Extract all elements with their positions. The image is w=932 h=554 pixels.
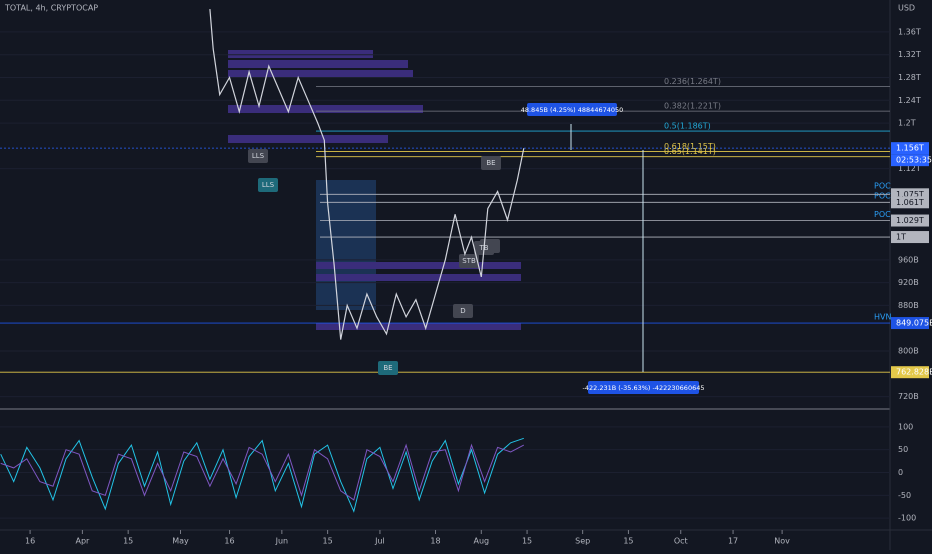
price-badge <box>891 317 929 330</box>
marker-box <box>453 304 473 318</box>
measure-label: -422.231B (-35.63%) -422230660645 <box>583 384 705 392</box>
marker-box <box>378 361 398 375</box>
y-tick-label: -50 <box>898 491 911 500</box>
level-tag: HVN <box>874 312 891 321</box>
fib-label: 0.382(1.221T) <box>664 102 721 111</box>
marker-box <box>248 149 268 163</box>
price-badge <box>891 142 929 155</box>
y-tick-label: 720B <box>898 392 919 401</box>
y-tick-label: 960B <box>898 255 919 264</box>
y-tick-label: 800B <box>898 347 919 356</box>
series-line <box>209 9 525 340</box>
price-badge-label: 1T <box>896 233 906 242</box>
price-badge-label: 1.061T <box>896 198 924 207</box>
x-tick-label: Oct <box>674 537 688 546</box>
y-tick-label: 1.12T <box>898 164 921 173</box>
marker-label: BE <box>486 159 495 167</box>
marker-label: D <box>460 307 465 315</box>
level-tag: POC <box>874 192 891 201</box>
y-tick-label: 1.28T <box>898 73 921 82</box>
x-tick-label: Sep <box>575 537 590 546</box>
y-tick-label: 100 <box>898 422 913 431</box>
x-tick-label: Aug <box>473 537 489 546</box>
x-tick-label: 16 <box>25 537 35 546</box>
marker-box <box>258 178 278 192</box>
x-tick-label: 15 <box>323 537 333 546</box>
series-line <box>0 443 525 501</box>
x-tick-label: 15 <box>623 537 633 546</box>
x-tick-label: 15 <box>123 537 133 546</box>
x-tick-label: 17 <box>728 537 738 546</box>
price-badge <box>891 196 929 209</box>
x-tick-label: Jul <box>374 537 385 546</box>
price-badge <box>891 214 929 227</box>
y-tick-label: 1.2T <box>898 119 916 128</box>
fib-label: 0.5(1.186T) <box>664 122 711 131</box>
y-tick-label: 880B <box>898 301 919 310</box>
marker-label: STB <box>462 257 476 265</box>
x-tick-label: Nov <box>774 537 790 546</box>
marker-label: LLS <box>252 152 265 160</box>
marker-label: BE <box>383 364 392 372</box>
fib-label: 0.65(1.141T) <box>664 147 716 156</box>
x-tick-label: 16 <box>224 537 234 546</box>
level-tag: POC <box>874 181 891 190</box>
y-tick-label: 1.36T <box>898 27 921 36</box>
price-badge-label: 1.075T <box>896 190 924 199</box>
x-tick-label: May <box>172 537 189 546</box>
measure-box <box>588 381 699 394</box>
marker-box <box>459 254 479 268</box>
marker-label: LLS <box>262 181 275 189</box>
y-tick-label: 920B <box>898 278 919 287</box>
countdown-badge <box>891 154 929 167</box>
price-badge-label: 1.029T <box>896 216 924 225</box>
series-line <box>0 437 524 513</box>
y-tick-label: 1.24T <box>898 96 921 105</box>
fib-label: 0.618(1.15T) <box>664 142 716 151</box>
volume-profile <box>228 50 521 330</box>
price-badge-label: 849.075B <box>896 319 932 328</box>
marker-box <box>481 156 501 170</box>
price-badge-label: 762.828B <box>896 368 932 377</box>
level-tag: POC <box>874 210 891 219</box>
fib-label: 0.236(1.264T) <box>664 77 721 86</box>
measure-label: 48.845B (4.25%) 48844674050 <box>521 106 624 114</box>
countdown: 02:53:35 <box>896 156 932 165</box>
x-tick-label: 15 <box>522 537 532 546</box>
y-tick-label: 50 <box>898 445 908 454</box>
x-tick-label: Jun <box>275 537 289 546</box>
x-tick-label: Apr <box>75 537 90 546</box>
y-tick-label: 1.32T <box>898 50 921 59</box>
price-badge <box>891 231 929 244</box>
measure-box <box>527 103 617 116</box>
price-badge <box>891 366 929 379</box>
y-tick-label: 0 <box>898 468 903 477</box>
symbol-header: TOTAL, 4h, CRYPTOCAP <box>4 4 98 13</box>
currency: USD <box>898 4 915 13</box>
x-tick-label: 18 <box>430 537 440 546</box>
y-tick-label: -100 <box>898 514 916 523</box>
price-badge-label: 1.156T <box>896 144 924 153</box>
